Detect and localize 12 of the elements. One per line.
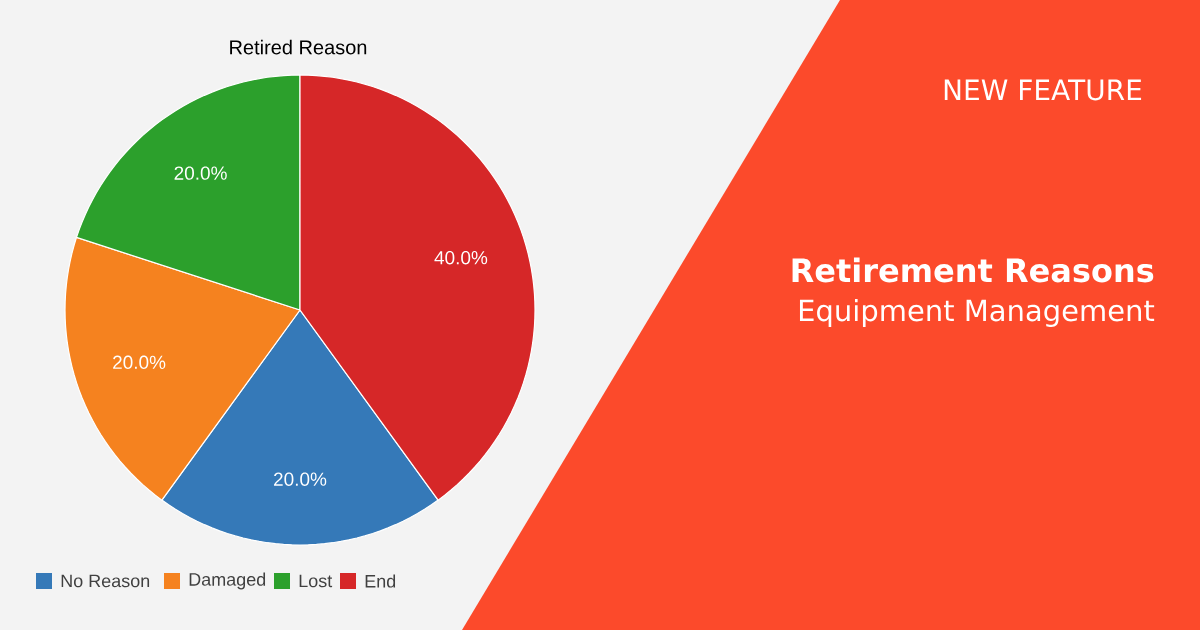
chart-title: Retired Reason [230, 39, 367, 55]
data-label: 20.0% [174, 166, 227, 180]
legend-label: End [365, 574, 396, 588]
legend-label: No Reason [61, 574, 150, 588]
data-label: 40.0% [434, 250, 488, 265]
text: NEW FEATURE [944, 79, 1142, 101]
legend-label: Damaged [189, 572, 266, 590]
legend-label: Lost [299, 574, 333, 588]
text: Equipment Management [799, 298, 1155, 328]
text: Retirement Reasons [792, 257, 1154, 283]
data-label: 20.0% [274, 472, 327, 486]
data-label: 20.0% [113, 355, 166, 370]
